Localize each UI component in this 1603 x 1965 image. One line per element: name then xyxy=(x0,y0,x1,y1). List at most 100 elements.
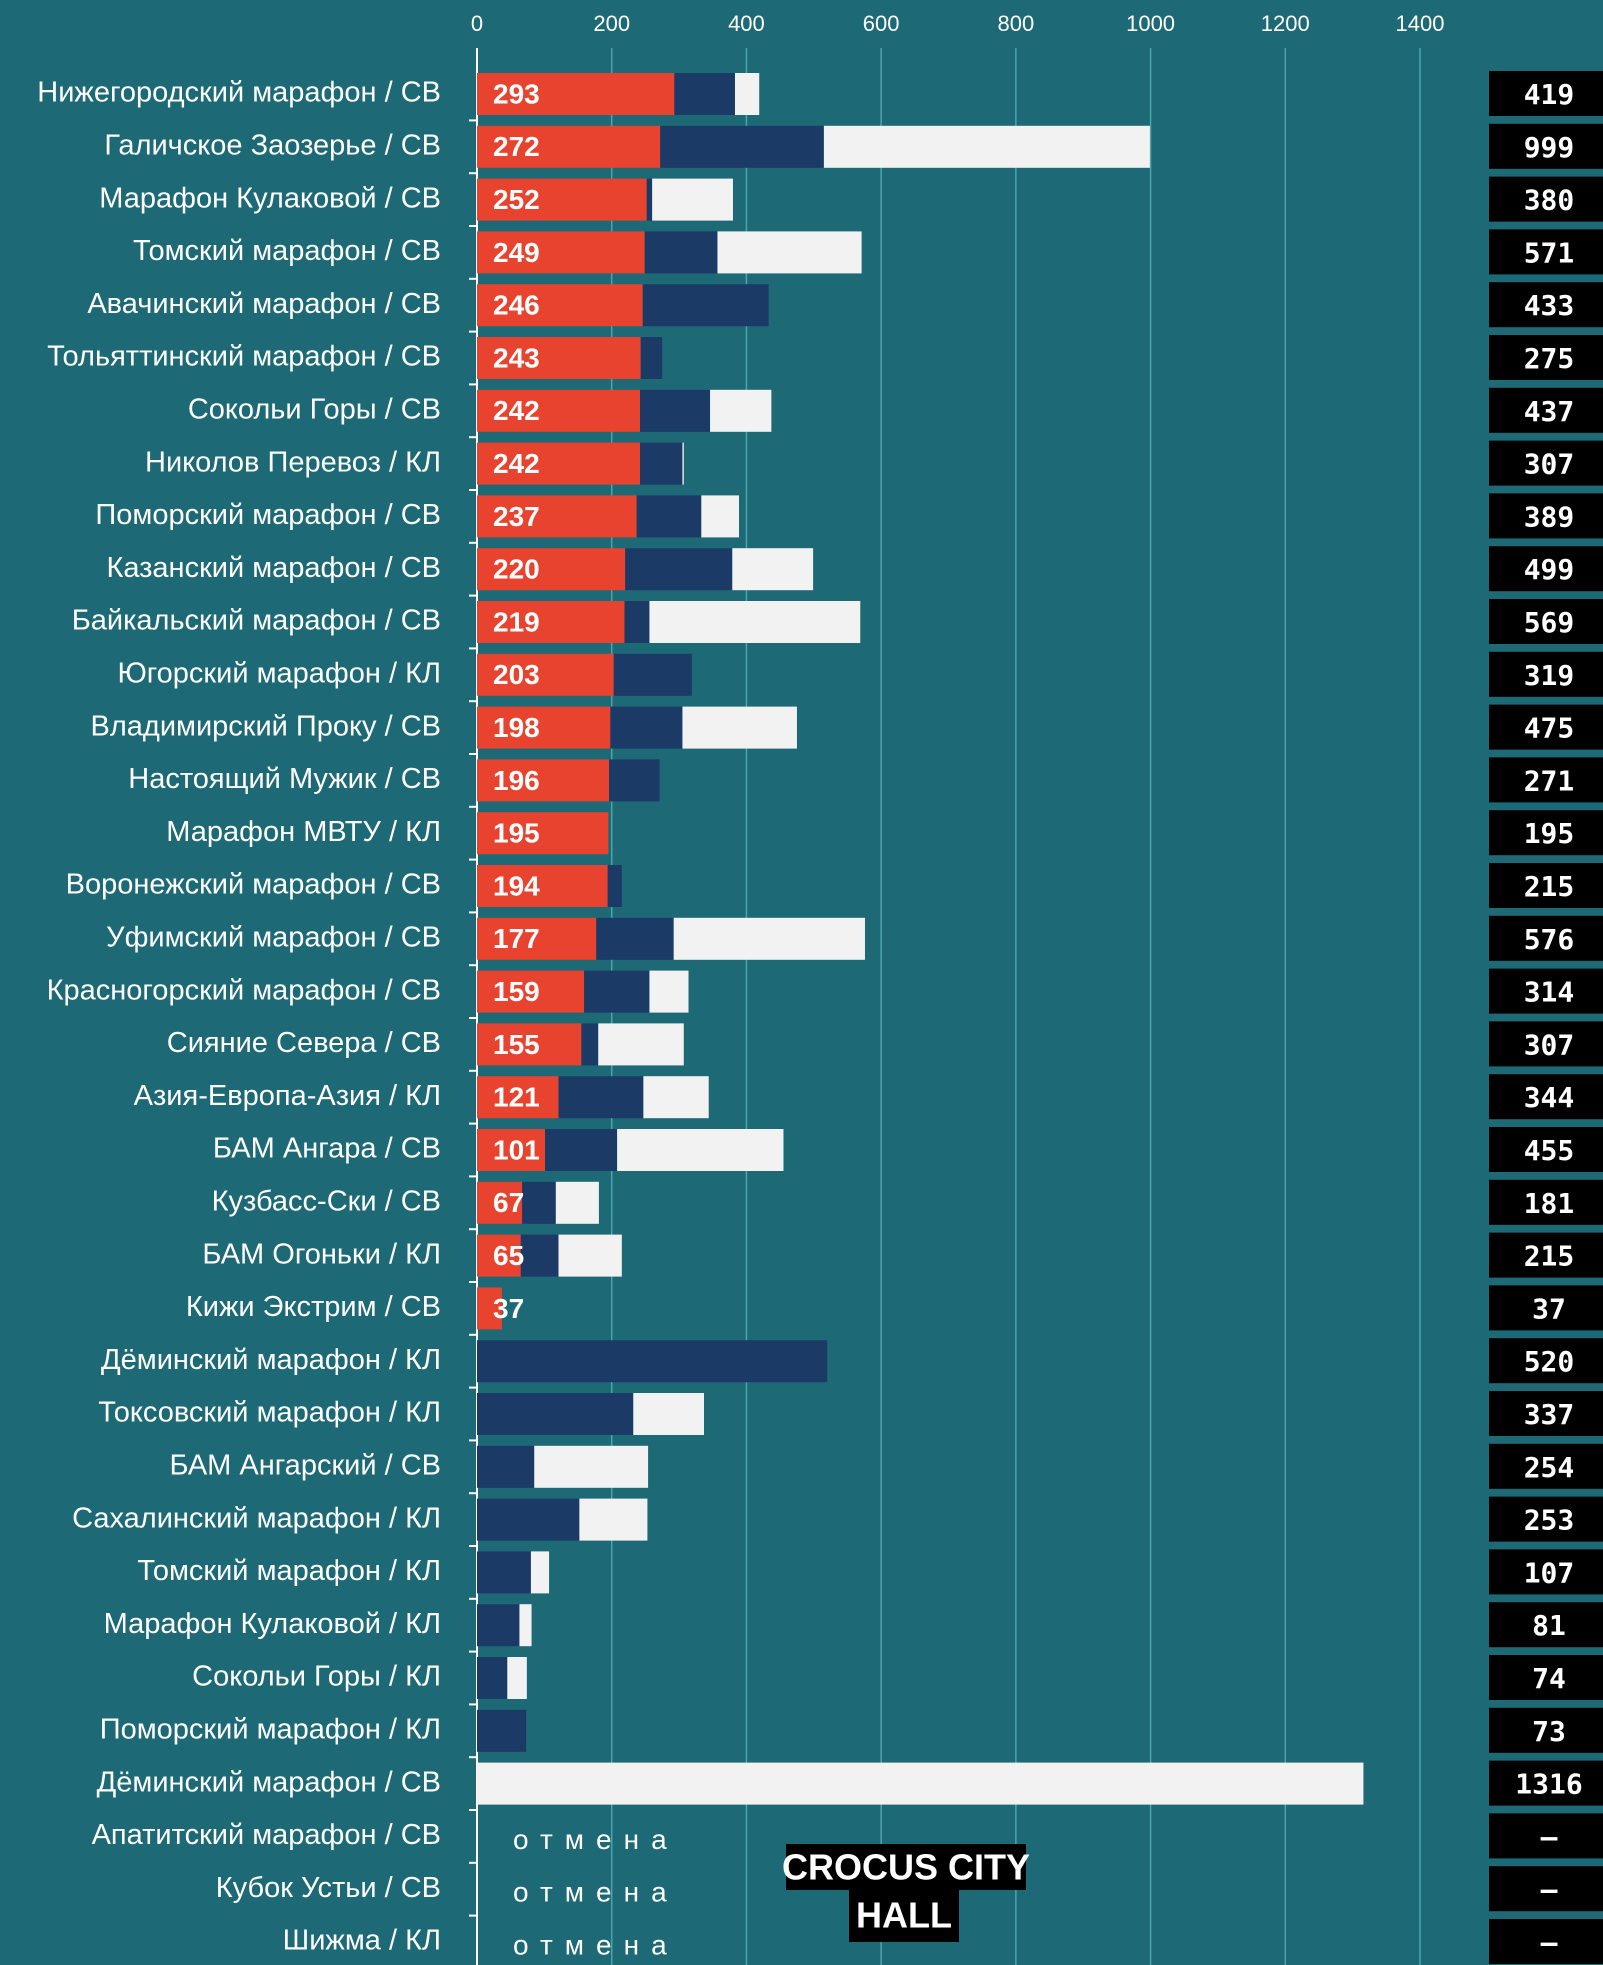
value-label: 203 xyxy=(493,659,540,690)
total-label: 81 xyxy=(1532,1609,1566,1642)
total-label: 433 xyxy=(1524,289,1575,322)
category-label: Кижи Экстрим / СВ xyxy=(186,1291,441,1323)
bar-segment xyxy=(477,1498,580,1541)
category-label: Сокольи Горы / КЛ xyxy=(192,1661,441,1693)
bar-segment xyxy=(477,389,641,432)
category-label: Апатитский марафон / СВ xyxy=(92,1819,441,1851)
total-label: 74 xyxy=(1532,1662,1566,1695)
cancel-label: отмена xyxy=(513,1824,679,1855)
bar-segment xyxy=(823,125,1150,168)
bar-segment xyxy=(477,865,608,907)
total-label: 215 xyxy=(1524,870,1575,903)
bar-segment xyxy=(477,759,610,802)
value-label: 237 xyxy=(493,501,540,532)
bar-segment xyxy=(477,1234,521,1277)
x-tick-label: 800 xyxy=(997,11,1034,36)
total-box xyxy=(1489,123,1603,169)
value-label: 220 xyxy=(493,554,540,585)
value-label: 246 xyxy=(493,290,540,321)
bar-segment xyxy=(649,970,689,1013)
total-box xyxy=(1489,1285,1603,1331)
bar-segment xyxy=(477,1287,502,1330)
total-box xyxy=(1489,282,1603,328)
logo: CROCUS CITY xyxy=(782,1847,1030,1888)
total-box xyxy=(1489,810,1603,856)
total-box xyxy=(1489,863,1603,908)
bar-segment xyxy=(640,389,711,432)
bar-segment xyxy=(636,495,702,538)
total-box xyxy=(1489,1813,1603,1859)
bar-segment xyxy=(545,1129,618,1171)
x-tick-label: 1400 xyxy=(1396,11,1445,36)
bar-segment xyxy=(534,1445,649,1488)
total-label: 314 xyxy=(1524,976,1575,1009)
bar-segment xyxy=(477,1023,582,1066)
x-tick-label: 1200 xyxy=(1261,11,1310,36)
total-box xyxy=(1489,1443,1603,1489)
bar-segment xyxy=(477,1340,828,1383)
bar-segment xyxy=(610,706,683,749)
total-label: 499 xyxy=(1524,553,1575,586)
value-label: 293 xyxy=(493,78,540,109)
logo: HALL xyxy=(856,1895,952,1936)
bar-segment xyxy=(734,73,760,115)
bar-segment xyxy=(640,442,683,485)
category-label: Марафон Кулаковой / СВ xyxy=(99,182,441,214)
bar-segment xyxy=(596,917,674,960)
x-tick-label: 400 xyxy=(728,11,765,36)
x-tick-label: 1000 xyxy=(1126,11,1175,36)
bar-segment xyxy=(477,495,637,538)
category-label: Тольяттинский марафон / СВ xyxy=(47,341,441,373)
total-box xyxy=(1489,1655,1603,1700)
category-label: Дёминский марафон / СВ xyxy=(97,1766,441,1798)
category-label: Токсовский марафон / КЛ xyxy=(98,1397,441,1429)
bar-segment xyxy=(652,178,733,221)
bar-segment xyxy=(660,125,824,168)
value-label: 198 xyxy=(493,712,540,743)
category-label: Дёминский марафон / КЛ xyxy=(101,1344,441,1376)
bar-segment xyxy=(617,1129,784,1171)
total-label: 389 xyxy=(1524,500,1575,533)
total-label: 253 xyxy=(1524,1504,1575,1537)
total-box xyxy=(1489,335,1603,380)
value-label: 242 xyxy=(493,395,540,426)
bar-segment xyxy=(581,1023,599,1066)
bar-segment xyxy=(477,1551,531,1594)
total-box xyxy=(1489,176,1603,222)
total-label: 475 xyxy=(1524,712,1575,745)
category-label: Марафон Кулаковой / КЛ xyxy=(104,1608,441,1640)
category-label: Поморский марафон / СВ xyxy=(95,499,441,531)
bar-segment xyxy=(682,442,684,485)
total-label: 275 xyxy=(1524,342,1575,375)
total-label: 319 xyxy=(1524,659,1575,692)
bar-segment xyxy=(477,1076,559,1119)
bar-segment xyxy=(640,337,663,379)
category-label: БАМ Ангарский / СВ xyxy=(169,1449,441,1481)
value-label: 37 xyxy=(493,1293,524,1324)
value-label: 67 xyxy=(493,1187,524,1218)
total-label: – xyxy=(1541,1820,1558,1853)
total-label: 107 xyxy=(1524,1556,1575,1589)
bar-segment xyxy=(477,442,641,485)
bar-segment xyxy=(701,495,740,538)
bar-segment xyxy=(624,601,650,643)
cancel-label: отмена xyxy=(513,1877,679,1908)
category-label: Галичское Заозерье / СВ xyxy=(104,129,441,161)
category-label: Воронежский марафон / СВ xyxy=(66,869,441,901)
total-box xyxy=(1489,1496,1603,1542)
bar-segment xyxy=(649,601,861,643)
bar-segment xyxy=(477,73,675,115)
total-box xyxy=(1489,651,1603,697)
total-label: 73 xyxy=(1532,1715,1566,1748)
value-label: 65 xyxy=(493,1240,524,1271)
category-label: Байкальский марафон / СВ xyxy=(72,605,441,637)
total-label: 254 xyxy=(1524,1451,1575,1484)
total-box xyxy=(1489,915,1603,961)
total-label: 215 xyxy=(1524,1240,1575,1273)
value-label: 249 xyxy=(493,237,540,268)
bar-segment xyxy=(477,337,641,379)
bar-segment xyxy=(520,1234,559,1277)
total-box xyxy=(1489,599,1603,644)
bar-segment xyxy=(642,284,769,327)
